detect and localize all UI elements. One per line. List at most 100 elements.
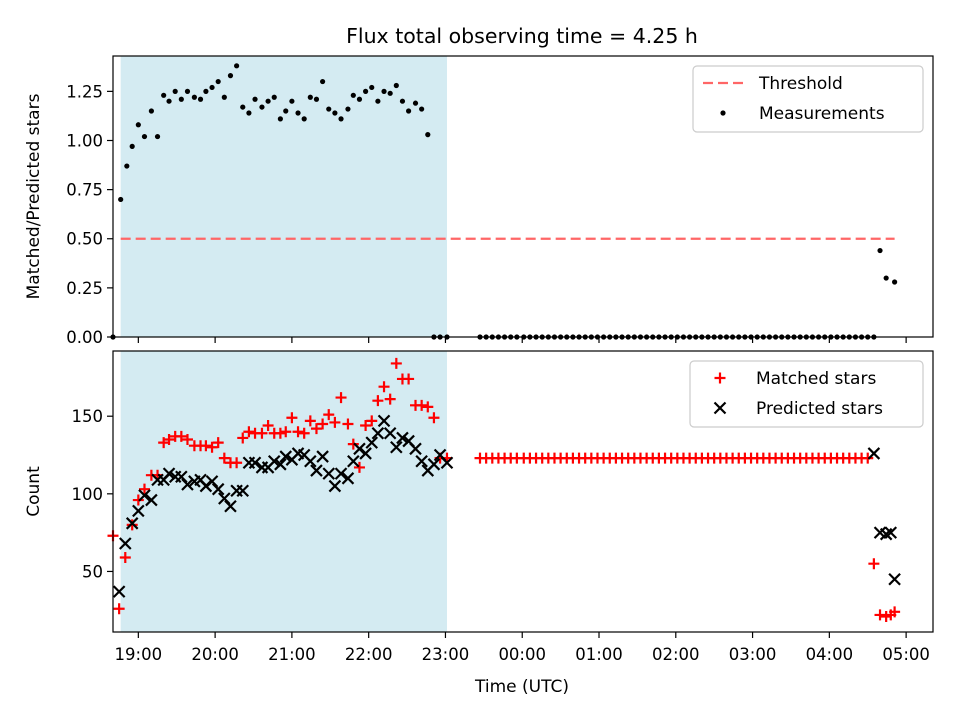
data-point — [200, 440, 212, 452]
data-point — [427, 458, 441, 471]
data-point — [274, 427, 286, 439]
observing-span — [120, 56, 447, 337]
data-point — [243, 426, 255, 438]
y-axis-label: Count — [24, 466, 44, 517]
data-point — [271, 94, 277, 100]
data-point — [366, 415, 378, 427]
legend-label: Matched stars — [756, 369, 876, 389]
data-point — [138, 489, 151, 502]
data-point — [363, 88, 369, 94]
data-point — [347, 454, 360, 468]
data-point — [141, 133, 148, 140]
data-point — [227, 73, 234, 79]
y-tick-label: 0.50 — [66, 230, 103, 249]
data-point — [350, 92, 356, 98]
data-point — [377, 414, 391, 428]
data-point — [353, 461, 365, 473]
data-point — [390, 357, 402, 369]
axes-frame — [112, 350, 934, 633]
data-point — [138, 483, 150, 495]
x-tick-label: 23:00 — [422, 645, 470, 664]
x-tick-label: 02:00 — [652, 645, 700, 664]
legend-swatch — [720, 110, 726, 116]
data-point — [334, 467, 348, 480]
data-point — [328, 479, 342, 493]
data-point — [274, 458, 287, 471]
legend: Threshold Measurements — [692, 65, 924, 133]
data-point — [259, 104, 265, 110]
data-point — [409, 442, 422, 456]
data-point — [371, 427, 385, 440]
data-point — [205, 475, 219, 488]
data-point — [181, 433, 193, 445]
data-point — [304, 454, 317, 468]
data-point — [279, 450, 293, 463]
x-axis-label: Time (UTC) — [474, 677, 569, 697]
data-point — [372, 395, 384, 407]
axes-frame — [112, 55, 934, 338]
data-point — [393, 82, 399, 89]
x-tick-label: 03:00 — [729, 645, 777, 664]
data-point — [381, 88, 387, 94]
data-point — [345, 106, 351, 112]
data-point — [310, 423, 322, 435]
data-point — [145, 493, 158, 507]
x-tick-label: 05:00 — [882, 645, 930, 664]
data-point — [277, 116, 283, 122]
data-point — [265, 98, 271, 104]
data-point — [322, 467, 336, 480]
data-point — [125, 517, 139, 530]
x-tick-label: 01:00 — [575, 645, 623, 664]
legend-label: Measurements — [759, 104, 885, 124]
data-point — [112, 585, 126, 598]
data-point — [218, 492, 231, 505]
data-point — [154, 133, 161, 140]
data-point — [124, 163, 130, 169]
data-point — [405, 108, 412, 114]
data-point — [178, 96, 184, 102]
y-tick-label: 1.00 — [66, 131, 103, 150]
data-point — [240, 104, 246, 110]
data-point — [203, 88, 209, 94]
x-tick-label: 22:00 — [345, 645, 393, 664]
data-point — [162, 467, 176, 480]
data-point — [304, 415, 316, 427]
data-point — [224, 499, 237, 513]
data-point — [191, 94, 197, 100]
data-point — [211, 482, 225, 496]
data-point — [237, 432, 249, 444]
data-point — [267, 454, 281, 468]
data-point — [867, 447, 881, 460]
chart-title: Flux total observing time = 4.25 h — [346, 24, 698, 48]
y-tick-label: 1.25 — [66, 82, 103, 101]
data-point — [341, 472, 355, 485]
data-point — [310, 464, 323, 477]
data-point — [283, 108, 289, 114]
data-point — [892, 279, 898, 285]
data-point — [387, 90, 393, 96]
data-point — [113, 603, 125, 615]
x-tick-label: 04:00 — [806, 645, 854, 664]
data-point — [425, 132, 431, 138]
data-point — [883, 275, 889, 281]
data-point — [289, 98, 295, 104]
data-point — [221, 94, 227, 100]
data-point — [359, 447, 372, 460]
data-point — [212, 437, 224, 449]
data-point — [286, 412, 298, 424]
data-point — [163, 433, 175, 445]
data-point — [231, 457, 243, 469]
y-tick-label: 0.25 — [66, 279, 103, 298]
data-point — [197, 96, 204, 102]
data-point — [236, 484, 250, 498]
data-point — [342, 418, 354, 430]
data-point — [320, 78, 326, 85]
series-measurements — [110, 63, 898, 340]
data-point — [175, 470, 188, 484]
data-point — [218, 452, 230, 464]
data-point — [332, 110, 338, 116]
data-point — [129, 143, 135, 149]
data-point — [868, 558, 880, 570]
data-point — [256, 427, 268, 439]
